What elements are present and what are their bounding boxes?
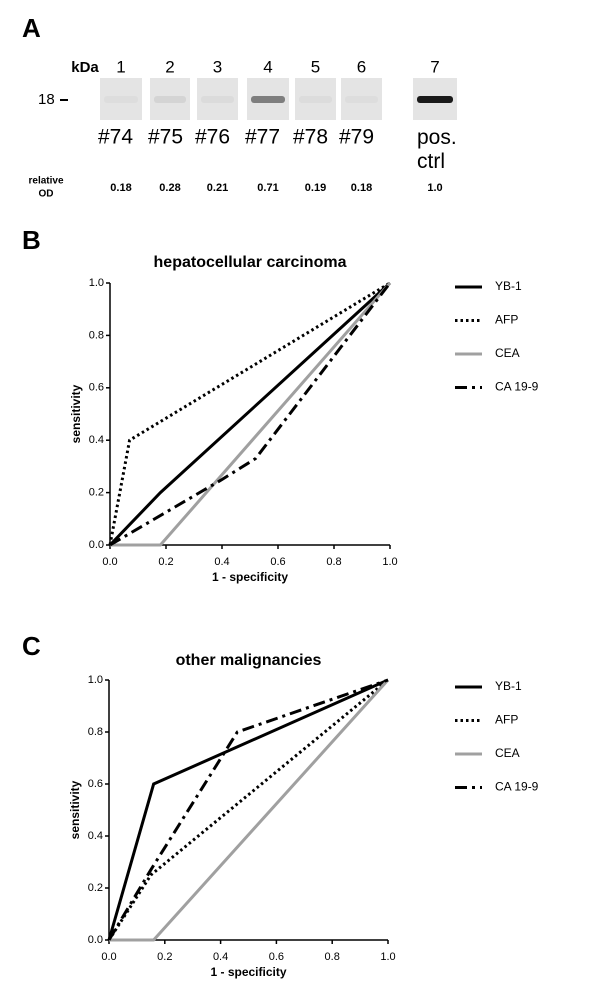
- legend-label: CA 19-9: [495, 380, 539, 394]
- roc-line: [109, 678, 390, 942]
- blot-lane: [197, 78, 238, 120]
- lane-number: 7: [430, 57, 439, 76]
- x-tick-label: 0.8: [326, 556, 341, 568]
- od-value: 1.0: [427, 182, 442, 194]
- od-value: 0.19: [305, 182, 326, 194]
- panel-label: C: [22, 631, 41, 661]
- roc-line: [107, 678, 389, 941]
- chart-title: hepatocellular carcinoma: [154, 254, 347, 271]
- y-axis-label: sensitivity: [68, 780, 82, 839]
- y-tick-label: 0.4: [89, 434, 104, 446]
- legend-label: CA 19-9: [495, 780, 539, 794]
- y-tick-label: 0.0: [88, 934, 103, 946]
- od-value: 0.71: [257, 182, 278, 194]
- x-tick-label: 0.0: [102, 556, 117, 568]
- y-tick-label: 0.6: [88, 778, 103, 790]
- y-tick-label: 0.0: [89, 539, 104, 551]
- band: [251, 96, 285, 103]
- unit-label: kDa: [71, 59, 99, 76]
- x-tick-label: 1.0: [380, 951, 395, 963]
- legend-label: YB-1: [495, 279, 522, 293]
- sample-label: #77: [245, 126, 280, 149]
- x-tick-label: 0.4: [213, 951, 228, 963]
- x-tick-label: 0.0: [101, 951, 116, 963]
- y-tick-label: 0.2: [88, 882, 103, 894]
- y-tick-label: 0.6: [89, 382, 104, 394]
- lane-number: 1: [116, 57, 125, 76]
- roc-line: [110, 282, 392, 547]
- y-tick-label: 1.0: [88, 674, 103, 686]
- lane-number: 3: [213, 57, 222, 76]
- sample-label: #75: [148, 126, 183, 149]
- marker-label: 18: [38, 91, 55, 108]
- y-axis-label: sensitivity: [69, 384, 83, 443]
- x-tick-label: 1.0: [382, 556, 397, 568]
- od-value: 0.28: [159, 182, 180, 194]
- band: [299, 96, 332, 103]
- x-tick-label: 0.8: [325, 951, 340, 963]
- band: [345, 96, 378, 103]
- band: [154, 96, 186, 103]
- od-title: OD: [39, 189, 54, 200]
- sample-label: #76: [195, 126, 230, 149]
- lane-number: 2: [165, 57, 174, 76]
- band: [104, 96, 138, 103]
- blot-lane: [341, 78, 382, 120]
- lane-number: 6: [357, 57, 366, 76]
- y-tick-label: 0.8: [88, 726, 103, 738]
- legend-label: AFP: [495, 313, 518, 327]
- roc-line: [108, 281, 392, 547]
- blot-lane: [295, 78, 336, 120]
- roc-line: [109, 282, 392, 547]
- roc-line: [108, 281, 391, 546]
- x-tick-label: 0.2: [157, 951, 172, 963]
- panel-label: A: [22, 13, 41, 43]
- x-axis-label: 1 - specificity: [212, 570, 288, 584]
- x-tick-label: 0.4: [214, 556, 229, 568]
- sample-label: #74: [98, 126, 133, 149]
- lane-number: 4: [263, 57, 272, 76]
- legend-label: AFP: [495, 713, 518, 727]
- sample-label: #78: [293, 126, 328, 149]
- y-tick-label: 1.0: [89, 277, 104, 289]
- legend-label: YB-1: [495, 679, 522, 693]
- od-value: 0.18: [110, 182, 131, 194]
- y-tick-label: 0.8: [89, 329, 104, 341]
- od-title: relative: [28, 176, 63, 187]
- od-value: 0.18: [351, 182, 372, 194]
- lane-number: 5: [311, 57, 320, 76]
- roc-line: [107, 678, 389, 941]
- roc-line: [107, 678, 389, 941]
- legend-label: CEA: [495, 346, 520, 360]
- chart-title: other malignancies: [176, 652, 322, 669]
- x-axis-label: 1 - specificity: [210, 965, 286, 979]
- sample-label: pos. ctrl: [417, 126, 457, 173]
- y-tick-label: 0.4: [88, 830, 103, 842]
- band: [417, 96, 453, 103]
- blot-lane: [100, 78, 142, 120]
- blot-lane: [150, 78, 190, 120]
- x-tick-label: 0.6: [270, 556, 285, 568]
- band: [201, 96, 234, 103]
- sample-label: #79: [339, 126, 374, 149]
- x-tick-label: 0.2: [158, 556, 173, 568]
- od-value: 0.21: [207, 182, 228, 194]
- panel-label: B: [22, 225, 41, 255]
- y-tick-label: 0.2: [89, 487, 104, 499]
- legend-label: CEA: [495, 746, 520, 760]
- x-tick-label: 0.6: [269, 951, 284, 963]
